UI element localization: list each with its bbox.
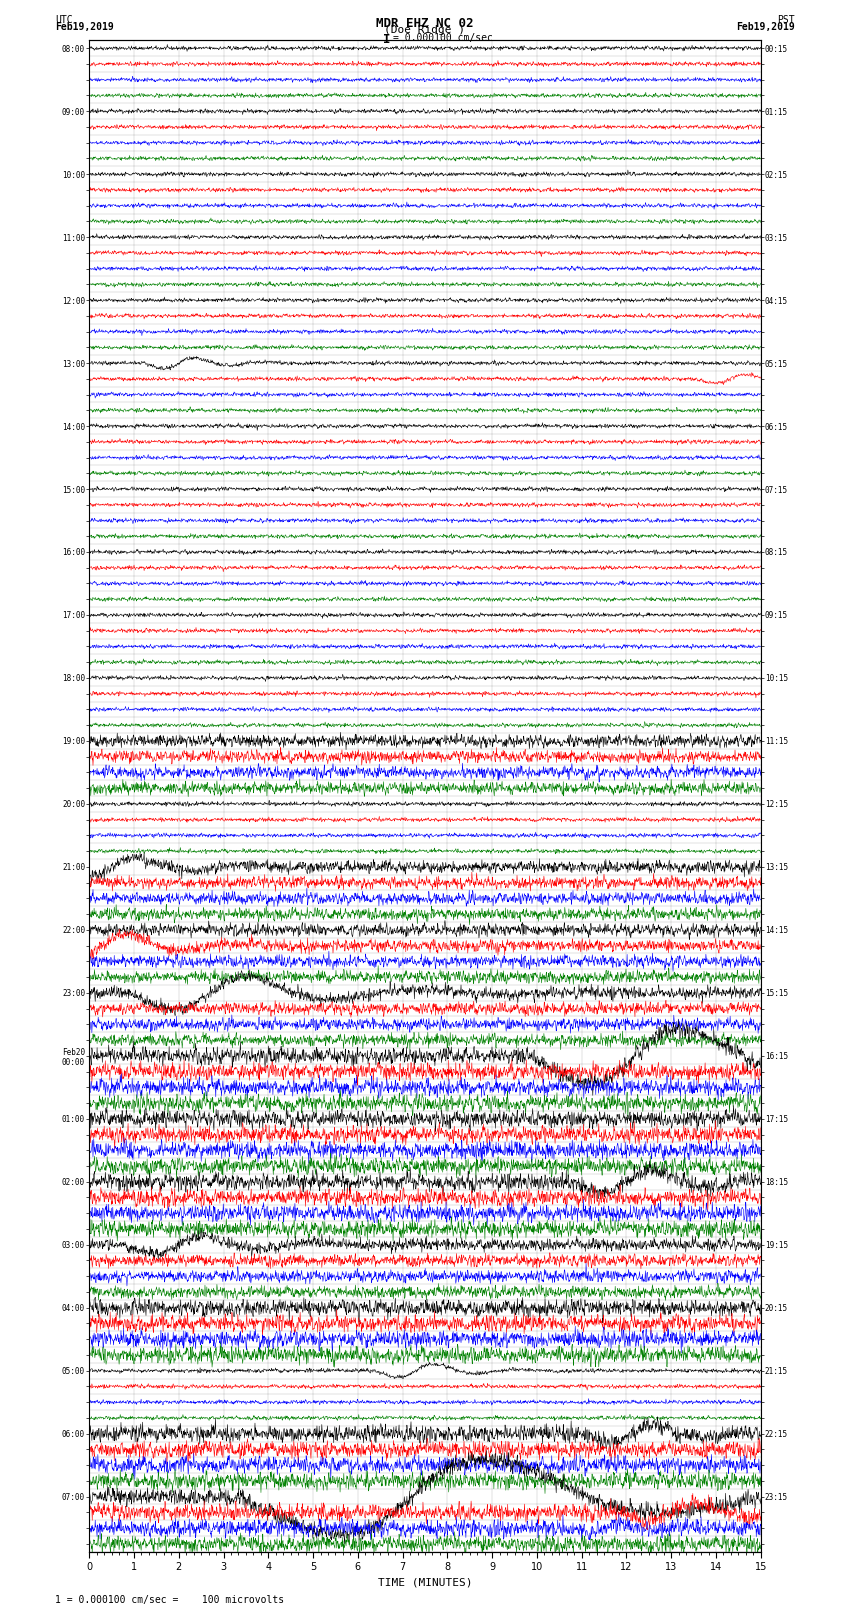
Text: (Doe Ridge ): (Doe Ridge ) — [384, 24, 466, 35]
Text: = 0.000100 cm/sec: = 0.000100 cm/sec — [393, 32, 493, 44]
X-axis label: TIME (MINUTES): TIME (MINUTES) — [377, 1578, 473, 1587]
Text: PST: PST — [777, 15, 795, 24]
Text: UTC: UTC — [55, 15, 73, 24]
Text: Feb19,2019: Feb19,2019 — [736, 23, 795, 32]
Text: Feb19,2019: Feb19,2019 — [55, 23, 114, 32]
Text: MDR EHZ NC 02: MDR EHZ NC 02 — [377, 18, 473, 31]
Text: 1 = 0.000100 cm/sec =    100 microvolts: 1 = 0.000100 cm/sec = 100 microvolts — [55, 1595, 285, 1605]
Text: I: I — [383, 32, 390, 47]
